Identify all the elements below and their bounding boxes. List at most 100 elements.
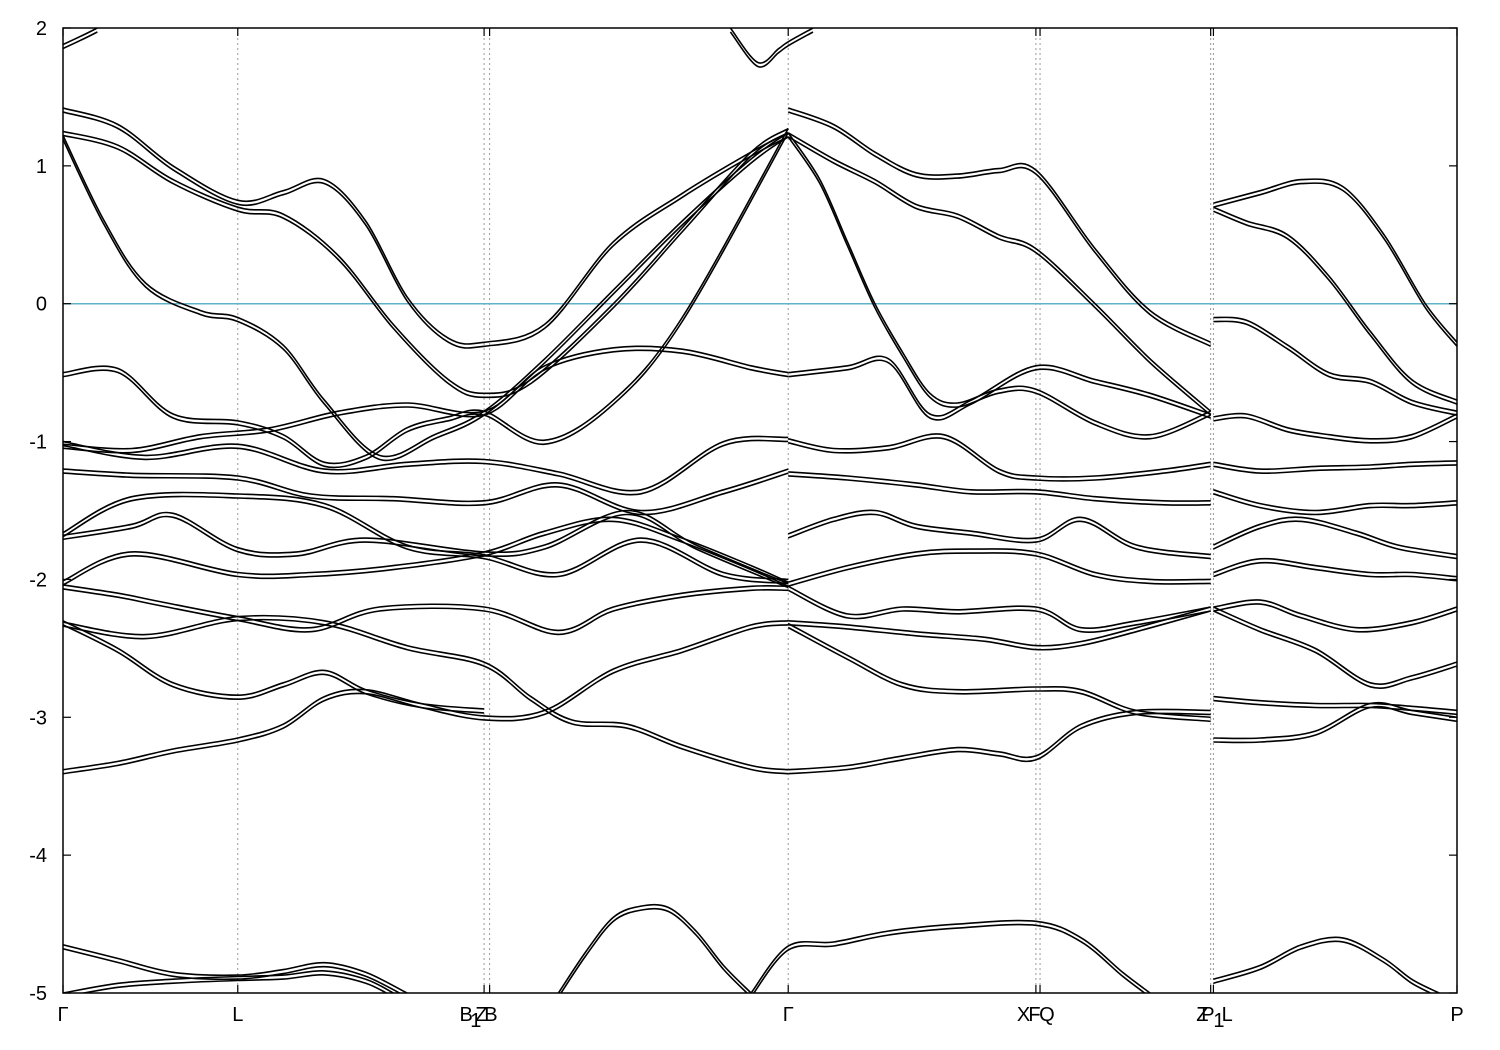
plot-frame	[62, 27, 1458, 994]
band-line-split	[1213, 182, 1457, 347]
band-line	[1213, 599, 1457, 629]
band-line	[63, 128, 789, 465]
band-line-split	[1213, 416, 1457, 444]
band-line	[1213, 316, 1457, 412]
band-line-split	[63, 131, 789, 399]
band-line	[63, 345, 789, 450]
band-line	[787, 548, 1211, 583]
band-line-split	[788, 437, 1211, 482]
band-line-split	[63, 439, 789, 496]
band-line	[787, 107, 1212, 344]
x-tick-label: Γ	[57, 1004, 68, 1026]
band-line	[729, 28, 814, 64]
band-line	[788, 433, 1211, 478]
band-line-split	[787, 136, 1212, 416]
band-line-split	[63, 520, 789, 587]
band-line-split	[788, 712, 1211, 775]
band-line	[63, 620, 485, 710]
band-line-split	[63, 948, 402, 993]
band-line	[63, 944, 408, 993]
band-line	[1213, 460, 1457, 471]
y-tick-label: 2	[36, 18, 47, 40]
band-line-split	[752, 923, 1146, 993]
x-tick-label: Γ	[783, 1004, 794, 1026]
band-line	[787, 509, 1211, 556]
band-line-split	[788, 359, 1211, 421]
band-line	[1213, 557, 1457, 578]
band-line-split	[1213, 493, 1457, 516]
band-line-split	[1213, 603, 1457, 633]
x-tick-label: 1	[1213, 1010, 1224, 1032]
y-axis-ticks: 2 1 0 -1 -2 -3 -4 -5	[29, 18, 1457, 1005]
band-line	[788, 471, 1211, 502]
band-line	[557, 903, 752, 993]
x-tick-label: Q	[1039, 1004, 1055, 1026]
band-line-split	[787, 136, 1211, 440]
y-tick-label: 1	[36, 156, 47, 178]
kpoint-gridlines	[237, 28, 1214, 993]
band-line	[63, 491, 789, 581]
band-line-split	[63, 132, 789, 469]
band-line	[63, 107, 789, 345]
band-line	[787, 132, 1211, 436]
y-tick-label: 0	[36, 294, 47, 316]
band-line	[63, 468, 789, 512]
band-line-split	[79, 974, 388, 993]
x-tick-label: Z	[1196, 1004, 1208, 1026]
band-line	[787, 132, 1212, 412]
x-tick-label: Z	[475, 1004, 487, 1026]
band-line	[63, 584, 789, 632]
band-line-split	[729, 31, 814, 68]
band-line-split	[63, 472, 789, 516]
band-line-split	[1213, 610, 1457, 689]
band-line-split	[788, 475, 1211, 506]
band-line-split	[787, 552, 1211, 587]
band-line	[787, 585, 1211, 630]
band-line	[63, 435, 789, 492]
band-line-split	[1213, 320, 1457, 416]
band-line	[63, 28, 98, 46]
x-tick-label: L	[1222, 1004, 1233, 1026]
x-tick-label: P	[1201, 1004, 1214, 1026]
band-line	[1213, 178, 1457, 343]
band-line-split	[63, 618, 789, 775]
x-tick-label: X	[1017, 1004, 1030, 1026]
band-line-split	[63, 31, 98, 50]
band-line	[63, 509, 789, 585]
band-line-split	[1213, 940, 1433, 993]
x-tick-label: B	[484, 1004, 497, 1026]
band-line	[63, 127, 789, 395]
band-line-split	[63, 136, 789, 462]
y-tick-label: -1	[29, 432, 47, 454]
band-line	[787, 622, 1211, 719]
y-tick-label: -5	[29, 983, 47, 1005]
y-tick-label: -4	[29, 845, 47, 867]
band-line-split	[560, 907, 749, 993]
band-line-split	[1213, 520, 1457, 560]
x-tick-label: F	[1028, 1004, 1040, 1026]
band-line-split	[63, 624, 485, 714]
band-line	[1213, 695, 1457, 712]
band-line-split	[787, 626, 1211, 723]
band-line	[1213, 412, 1457, 440]
band-line-split	[788, 610, 1211, 651]
band-line	[63, 970, 394, 993]
band-line	[1213, 936, 1440, 993]
band-line	[788, 355, 1211, 417]
band-line-split	[1213, 705, 1457, 744]
x-tick-label: B	[460, 1004, 473, 1026]
band-line	[63, 614, 789, 771]
y-tick-label: -2	[29, 569, 47, 591]
band-line	[1213, 489, 1457, 512]
band-line-split	[63, 111, 789, 349]
band-line-split	[1213, 210, 1457, 405]
band-line-split	[787, 513, 1211, 560]
band-line	[63, 132, 789, 458]
band-line-split	[787, 111, 1212, 348]
band-line-split	[63, 624, 789, 775]
band-line	[1213, 701, 1457, 740]
band-line	[788, 606, 1211, 647]
band-line-split	[63, 349, 789, 454]
